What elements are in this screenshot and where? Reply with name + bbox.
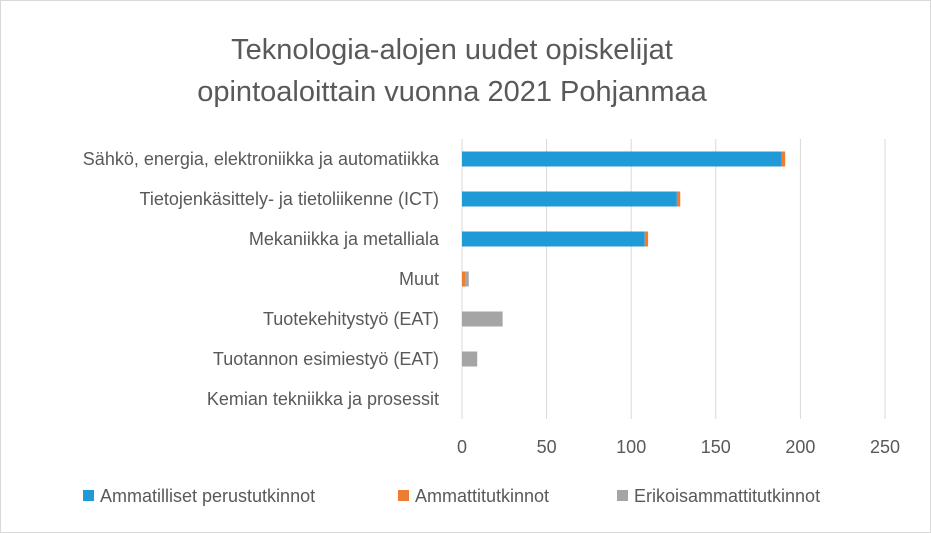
bar-segment[interactable] [644, 231, 649, 247]
x-axis-tick-labels: 0 50 100 150 200 250 [457, 437, 900, 457]
legend-entry-label[interactable]: Ammattitutkinnot [415, 486, 549, 506]
category-label: Tietojenkäsittely- ja tietoliikenne (ICT… [140, 189, 439, 209]
legend-swatch [617, 490, 628, 501]
x-tick-label: 50 [537, 437, 557, 457]
legend-swatch [398, 490, 409, 501]
category-label: Tuotannon esimiestyö (EAT) [213, 349, 439, 369]
legend-swatch [83, 490, 94, 501]
category-label: Muut [399, 269, 439, 289]
category-label: Kemian tekniikka ja prosessit [207, 389, 439, 409]
bar-segment[interactable] [462, 351, 478, 367]
x-tick-label: 200 [785, 437, 815, 457]
bar-segment[interactable] [462, 311, 503, 327]
legend[interactable]: Ammatilliset perustutkinnot Ammattitutkin… [83, 486, 820, 506]
category-label: Tuotekehitystyö (EAT) [263, 309, 439, 329]
gridlines [461, 139, 886, 419]
chart-title-line-1: Teknologia-alojen uudet opiskelijat [231, 34, 673, 66]
category-labels: Sähkö, energia, elektroniikka ja automat… [83, 149, 440, 409]
bar-segment[interactable] [781, 151, 786, 167]
bar-segment[interactable] [465, 271, 469, 287]
chart-title: Teknologia-alojen uudet opiskelijat opin… [197, 34, 707, 108]
category-label: Sähkö, energia, elektroniikka ja automat… [83, 149, 440, 169]
x-tick-label: 100 [616, 437, 646, 457]
bar-segment[interactable] [462, 151, 782, 167]
bars [462, 151, 786, 367]
x-tick-label: 250 [870, 437, 900, 457]
bar-segment[interactable] [462, 191, 677, 207]
x-tick-label: 150 [701, 437, 731, 457]
bar-segment[interactable] [462, 271, 466, 287]
legend-entry-label[interactable]: Erikoisammattitutkinnot [634, 486, 820, 506]
legend-entry-label[interactable]: Ammatilliset perustutkinnot [100, 486, 315, 506]
chart-title-line-2: opintoaloittain vuonna 2021 Pohjanmaa [197, 76, 707, 108]
bar-segment[interactable] [462, 231, 645, 247]
x-tick-label: 0 [457, 437, 467, 457]
bar-segment[interactable] [676, 191, 681, 207]
category-label: Mekaniikka ja metalliala [249, 229, 440, 249]
